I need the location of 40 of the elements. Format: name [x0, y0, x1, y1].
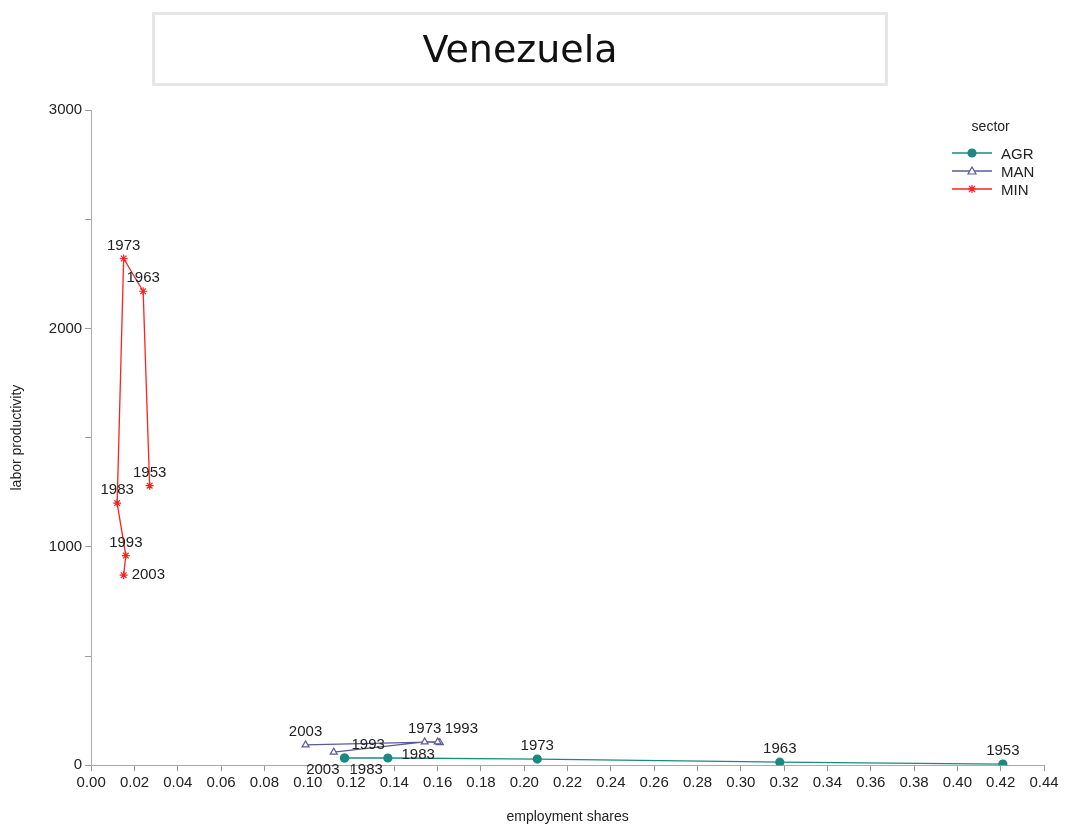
x-tick-label: 0.02 — [119, 773, 150, 791]
x-tick-label: 0.38 — [899, 773, 929, 791]
x-tick-label: 0.32 — [769, 773, 799, 791]
y-axis-title: labor productivity — [8, 384, 25, 491]
x-tick-label: 0.08 — [249, 773, 280, 791]
chart-title: Venezuela — [152, 12, 888, 86]
annotation: 2003 — [288, 722, 323, 740]
x-tick-label: 0.28 — [682, 773, 713, 791]
x-tick-label: 0.24 — [596, 773, 626, 791]
annotation: 1973 — [106, 235, 141, 253]
annotation: 1973 — [520, 736, 554, 754]
x-tick-label: 0.40 — [942, 773, 972, 791]
annotation: 2003 — [131, 565, 166, 583]
legend-label: MIN — [1001, 180, 1029, 198]
annotation: 1993 — [444, 718, 479, 736]
legend-label: AGR — [1001, 144, 1034, 162]
x-tick-label: 0.18 — [466, 773, 496, 791]
annotation: 1963 — [763, 739, 797, 757]
x-tick-label: 0.20 — [509, 773, 539, 791]
x-tick-label: 0.00 — [76, 773, 106, 791]
legend-label: MAN — [1001, 162, 1035, 180]
x-tick-label: 0.04 — [163, 773, 193, 791]
x-tick-label: 0.06 — [206, 773, 236, 791]
x-tick-label: 0.42 — [986, 773, 1016, 791]
x-tick-label: 0.36 — [856, 773, 886, 791]
y-tick-label: 1000 — [48, 536, 83, 554]
x-tick-label: 0.16 — [423, 773, 453, 791]
legend-title: sector — [970, 118, 1011, 134]
y-tick-label: 3000 — [48, 100, 83, 118]
x-tick-label: 0.34 — [812, 773, 843, 791]
x-tick-label: 0.26 — [639, 773, 669, 791]
x-tick-label: 0.44 — [1029, 773, 1059, 791]
x-tick-label: 0.22 — [552, 773, 583, 791]
x-axis-title: employment shares — [506, 808, 629, 825]
y-tick-label: 0 — [73, 755, 83, 773]
x-tick-label: 0.30 — [726, 773, 756, 791]
annotation: 1983 — [401, 744, 435, 762]
y-tick-label: 2000 — [48, 318, 83, 336]
annotation: 1973 — [407, 718, 442, 736]
annotation: 1953 — [986, 741, 1020, 759]
